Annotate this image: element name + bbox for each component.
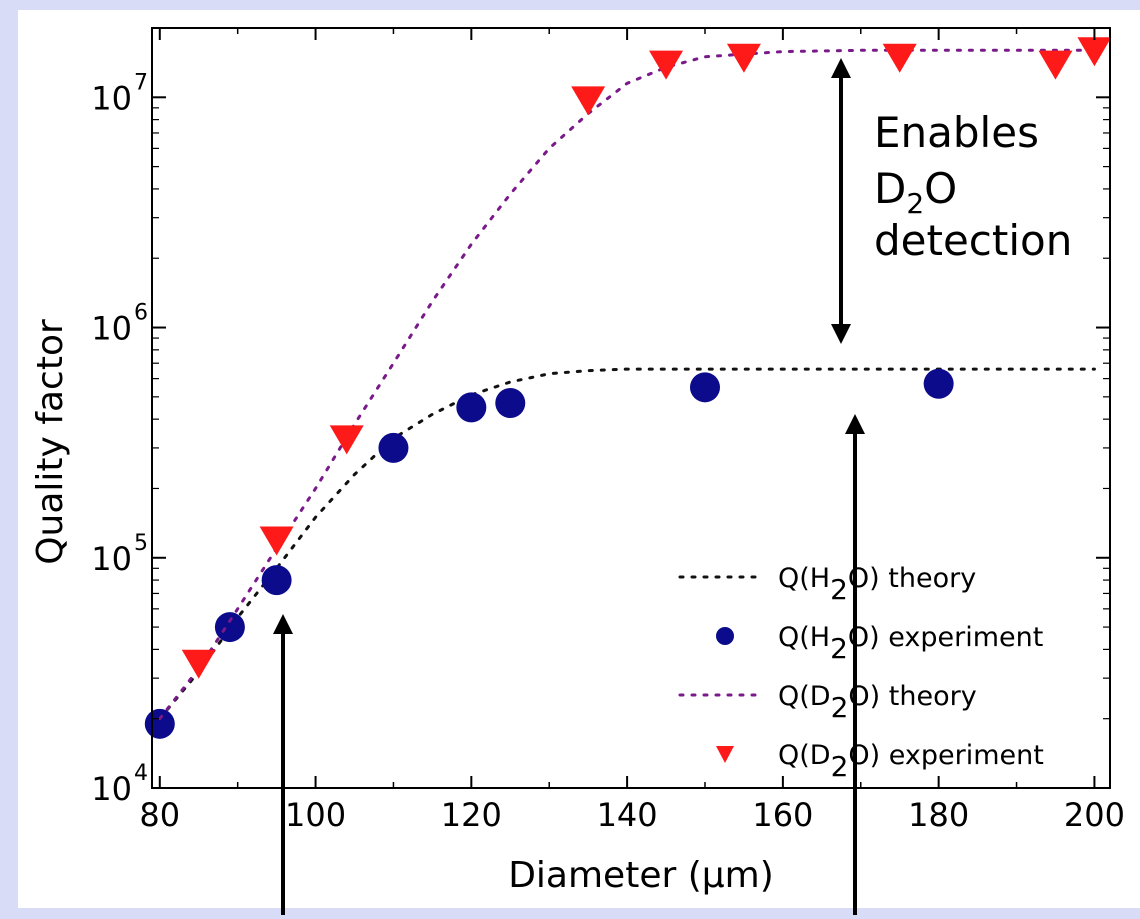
y-tick-label: 10 <box>91 770 132 808</box>
legend-triangle-marker <box>716 746 734 763</box>
x-axis-label: Diameter (μm) <box>508 855 774 896</box>
x-tick-label: 80 <box>139 796 180 834</box>
x-tick-label: 120 <box>441 796 502 834</box>
data-point-q-h2o-experiment <box>214 612 245 643</box>
data-point-q-d2o-experiment <box>882 43 917 73</box>
x-tick-label: 200 <box>1064 796 1125 834</box>
y-axis-label: Quality factor <box>30 319 71 565</box>
data-point-q-d2o-experiment <box>181 649 216 679</box>
y-tick-label: 10 <box>91 540 132 578</box>
legend-entry-label: Q(D2O) experiment <box>778 740 1044 783</box>
y-tick-label: 10 <box>91 79 132 117</box>
plot-frame <box>151 27 1111 789</box>
x-tick-label: 180 <box>908 796 969 834</box>
y-tick-exponent: 5 <box>134 531 148 556</box>
legend-entry-label: Q(H2O) theory <box>778 563 976 606</box>
data-point-q-d2o-experiment <box>329 425 364 455</box>
annotation-text-detection: detection <box>874 216 1072 265</box>
data-point-q-h2o-experiment <box>456 392 487 423</box>
data-point-q-d2o-experiment <box>259 526 294 556</box>
y-tick-label: 10 <box>91 310 132 348</box>
annotation-text-d2o: D2O <box>874 164 957 220</box>
data-point-q-h2o-experiment <box>495 388 526 419</box>
chart-legend: Q(H2O) theory Q(H2O) experiment Q(D2O) the… <box>678 563 1044 783</box>
y-tick-exponent: 6 <box>134 301 148 326</box>
legend-entry-label: Q(D2O) theory <box>778 681 977 724</box>
x-tick-label: 160 <box>752 796 813 834</box>
y-tick-exponent: 4 <box>134 761 148 786</box>
legend-entry-label: Q(H2O) experiment <box>778 622 1043 665</box>
legend-circle-marker <box>716 627 734 645</box>
data-point-q-h2o-experiment <box>144 708 175 739</box>
data-point-q-h2o-experiment <box>261 565 292 596</box>
chart-marks <box>144 37 1112 739</box>
data-point-q-h2o-experiment <box>689 372 720 403</box>
data-point-q-d2o-experiment <box>649 50 684 80</box>
data-point-q-d2o-experiment <box>726 43 761 73</box>
plot-area <box>18 10 1140 908</box>
data-point-q-h2o-experiment <box>923 368 954 399</box>
y-tick-exponent: 7 <box>134 70 148 95</box>
data-point-q-d2o-experiment <box>1038 50 1073 80</box>
x-tick-label: 100 <box>285 796 346 834</box>
x-tick-label: 140 <box>597 796 658 834</box>
data-point-q-d2o-experiment <box>571 86 606 116</box>
annotation-text-enables: Enables <box>874 108 1039 157</box>
data-point-q-h2o-experiment <box>378 432 409 463</box>
data-point-q-d2o-experiment <box>1077 37 1112 67</box>
